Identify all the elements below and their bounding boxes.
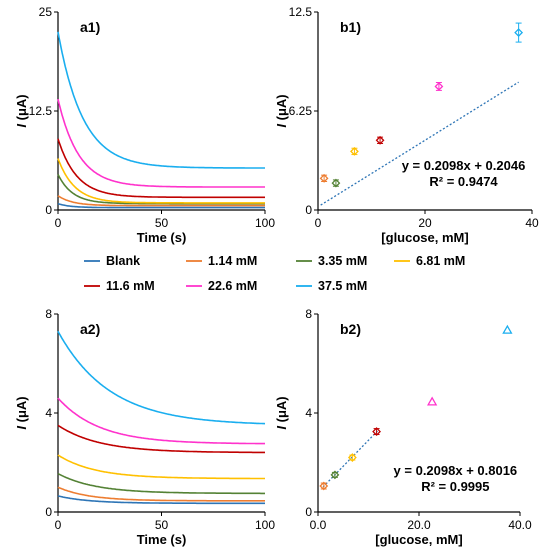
y-axis-label-unit: (μA) xyxy=(274,396,289,426)
y-tick-label: 0 xyxy=(45,203,52,217)
legend-label: 37.5 mM xyxy=(318,279,367,293)
series-line-37_5-mM xyxy=(57,31,265,169)
legend-label: 22.6 mM xyxy=(208,279,257,293)
y-tick-label: 4 xyxy=(305,406,312,420)
y-axis-label-symbol: I xyxy=(274,124,289,128)
y-axis-label-symbol: I xyxy=(274,426,289,430)
x-tick-label: 20.0 xyxy=(407,518,431,532)
chart-b1: 0 6.25 12.5 0 20 40 [glucose, mM] I (μA) b1) y = … xyxy=(274,5,539,245)
x-axis-label: [glucose, mM] xyxy=(381,230,468,245)
panel-label-b2: b2) xyxy=(340,321,361,337)
y-axis-label-unit: (μA) xyxy=(14,94,29,124)
panel-label-a2: a2) xyxy=(80,321,100,337)
legend-label: 3.35 mM xyxy=(318,254,367,268)
legend: Blank 1.14 mM 3.35 mM 6.81 mM 11.6 mM 22.6 mM… xyxy=(84,254,465,293)
x-tick-label: 0 xyxy=(55,518,62,532)
data-point-3_35-mM xyxy=(331,178,341,188)
series-line-3_35-mM xyxy=(57,174,265,205)
series-line-22_6-mM xyxy=(57,397,265,445)
x-tick-label: 0 xyxy=(55,216,62,230)
y-tick-label: 6.25 xyxy=(289,104,313,118)
y-axis-label-unit: (μA) xyxy=(274,94,289,124)
chart-b2: 0 4 8 0.0 20.0 40.0 [glucose, mM] I (μA) b2) y = … xyxy=(274,307,532,547)
legend-label: Blank xyxy=(106,254,140,268)
data-point-22_6-mM xyxy=(427,396,438,406)
series-line-11_6-mM xyxy=(57,138,265,199)
y-axis-label-symbol: I xyxy=(14,124,29,128)
y-axis-label: I (μA) xyxy=(14,94,29,127)
data-point-22_6-mM xyxy=(434,82,444,91)
x-tick-label: 50 xyxy=(155,216,169,230)
series-line-37_5-mM xyxy=(57,330,266,425)
data-point-1_14-mM xyxy=(319,173,329,183)
x-axis-label: [glucose, mM] xyxy=(375,532,462,547)
y-tick-label: 0 xyxy=(305,505,312,519)
x-tick-label: 100 xyxy=(255,518,275,532)
fit-equation: y = 0.2098x + 0.2046 xyxy=(402,158,526,173)
x-tick-label: 50 xyxy=(155,518,169,532)
data-point-37_5-mM xyxy=(502,324,513,334)
series-line-Blank xyxy=(57,495,265,505)
series-line-6_81-mM xyxy=(57,454,265,480)
y-axis-label-unit: (μA) xyxy=(14,396,29,426)
data-point-37_5-mM xyxy=(514,28,524,38)
trendline xyxy=(322,429,380,488)
series-line-11_6-mM xyxy=(57,424,265,454)
y-tick-label: 0 xyxy=(45,505,52,519)
data-point-11_6-mM xyxy=(372,427,381,436)
x-tick-label: 20 xyxy=(418,216,432,230)
x-tick-label: 40.0 xyxy=(508,518,532,532)
x-axis-label: Time (s) xyxy=(137,532,187,547)
fit-equation: y = 0.2098x + 0.8016 xyxy=(394,463,518,478)
y-axis-label: I (μA) xyxy=(14,396,29,429)
chart-a2: 0 4 8 0 50 100 Time (s) I (μA) a2) xyxy=(14,307,275,547)
data-point-3_35-mM xyxy=(330,470,340,480)
legend-label: 1.14 mM xyxy=(208,254,257,268)
data-point-6_81-mM xyxy=(347,453,357,462)
y-tick-label: 8 xyxy=(45,307,52,321)
y-axis-label-symbol: I xyxy=(14,426,29,430)
fit-r-squared: R² = 0.9995 xyxy=(421,479,489,494)
legend-label: 6.81 mM xyxy=(416,254,465,268)
y-tick-label: 12.5 xyxy=(289,5,313,19)
panel-label-b1: b1) xyxy=(340,19,361,35)
data-point-11_6-mM xyxy=(375,135,385,145)
data-point-6_81-mM xyxy=(350,146,359,156)
y-tick-label: 12.5 xyxy=(29,104,53,118)
trendline xyxy=(320,81,519,206)
y-axis-label: I (μA) xyxy=(274,396,289,429)
data-point-1_14-mM xyxy=(319,481,329,491)
series-line-Blank xyxy=(57,202,265,209)
panel-label-a1: a1) xyxy=(80,19,100,35)
x-tick-label: 0.0 xyxy=(310,518,327,532)
chart-a1: 0 12.5 25 0 50 100 Time (s) I (μA) a1) xyxy=(14,5,275,245)
series-line-1_14-mM xyxy=(57,486,265,502)
x-tick-label: 40 xyxy=(525,216,539,230)
series-line-3_35-mM xyxy=(57,472,265,495)
y-tick-label: 8 xyxy=(305,307,312,321)
y-tick-label: 0 xyxy=(305,203,312,217)
series-line-1_14-mM xyxy=(57,195,265,207)
series-line-6_81-mM xyxy=(57,158,265,204)
y-axis-label: I (μA) xyxy=(274,94,289,127)
y-tick-label: 25 xyxy=(39,5,53,19)
x-tick-label: 0 xyxy=(315,216,322,230)
x-axis-label: Time (s) xyxy=(137,230,187,245)
legend-label: 11.6 mM xyxy=(106,279,155,293)
series-line-22_6-mM xyxy=(57,98,265,188)
fit-r-squared: R² = 0.9474 xyxy=(429,174,498,189)
y-tick-label: 4 xyxy=(45,406,52,420)
x-tick-label: 100 xyxy=(255,216,275,230)
